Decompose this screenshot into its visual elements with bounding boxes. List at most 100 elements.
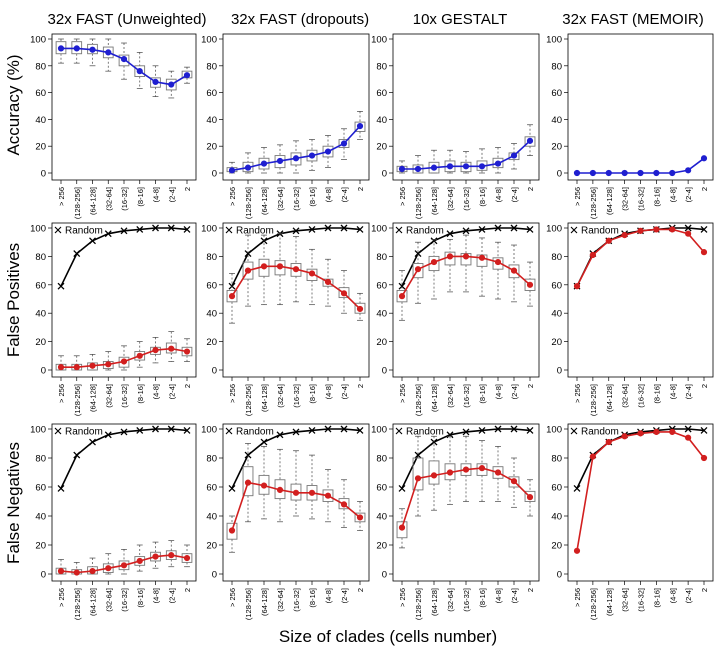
x-tick-label: (2-4] [684, 384, 693, 399]
y-tick-label: 80 [35, 61, 46, 72]
box [118, 54, 130, 67]
series-point [168, 552, 175, 559]
y-tick-label: 20 [551, 337, 562, 348]
x-tick-label: (16-32] [637, 384, 646, 408]
y-tick-label: 20 [35, 142, 46, 153]
x-tick-label: (128-256] [244, 588, 253, 620]
x-tick-label: 2 [356, 588, 365, 592]
x-tick-label: (8-16] [136, 187, 145, 207]
series-point [637, 169, 644, 177]
random-marker [104, 431, 112, 439]
y-tick-label: 0 [557, 169, 562, 180]
x-axis-title: Size of clades (cells number) [279, 627, 497, 646]
box [524, 278, 536, 291]
random-marker [104, 230, 112, 238]
y-tick-label: 80 [35, 454, 46, 465]
x-tick-label: (32-64] [446, 384, 455, 408]
random-marker [244, 250, 252, 258]
random-line [576, 227, 705, 287]
series-point [152, 78, 159, 85]
series-point [589, 251, 596, 259]
series-point [183, 554, 191, 562]
random-marker [183, 225, 191, 233]
series-point [669, 428, 676, 436]
series-point [398, 165, 406, 173]
x-tick-label: (4-8] [324, 187, 333, 202]
series-line [231, 125, 361, 172]
y-tick-label: 80 [551, 252, 562, 263]
series-point [621, 169, 628, 177]
x-tick-label: (2-4] [340, 187, 349, 202]
series-point [462, 253, 470, 260]
series-point [356, 122, 364, 130]
x-tick-label: (32-64] [446, 187, 455, 211]
panel-false-positives-unweighted: 0 20 40 60 80 100 > 256 (128-256] (64-128] (32-64… [30, 222, 197, 416]
series-point [340, 501, 348, 508]
random-marker [510, 425, 518, 433]
random-marker [120, 428, 128, 436]
x-tick-label: (128-256] [73, 384, 82, 416]
series-point [183, 348, 191, 355]
series-point [324, 148, 332, 155]
series-point [260, 482, 268, 489]
y-tick-label: 40 [551, 309, 562, 320]
legend-random-label: Random [581, 226, 619, 237]
y-tick-label: 20 [206, 541, 217, 552]
random-marker [446, 230, 454, 238]
column-title-2: 32x FAST (dropouts) [231, 11, 369, 28]
series-point [324, 278, 332, 286]
random-marker [398, 484, 406, 492]
y-tick-label: 0 [212, 169, 217, 180]
panel-frame [567, 33, 714, 181]
x-tick-label: 2 [356, 384, 365, 388]
random-line [60, 227, 188, 287]
series-point [356, 305, 364, 313]
series-point [168, 81, 175, 88]
box [338, 287, 350, 299]
x-tick-label: (2-4] [684, 588, 693, 603]
x-tick-label: (64-128] [89, 588, 98, 616]
x-tick-label: (2-4] [510, 187, 519, 202]
x-tick-label: (64-128] [260, 588, 269, 616]
series-point [446, 253, 454, 260]
random-marker [684, 224, 692, 232]
legend-random-symbol [225, 226, 233, 234]
x-tick-label: (16-32] [462, 588, 471, 612]
box [322, 145, 334, 158]
series-point [152, 347, 159, 354]
random-marker [57, 282, 65, 290]
series-point [324, 492, 332, 499]
x-tick-label: (16-32] [462, 384, 471, 408]
box [524, 490, 536, 502]
box [165, 342, 177, 354]
y-tick-label: 20 [376, 142, 387, 153]
x-tick-label: (64-128] [430, 588, 439, 616]
y-tick-label: 0 [382, 169, 387, 180]
x-tick-label: (8-16] [652, 187, 661, 207]
y-tick-label: 40 [206, 115, 217, 126]
series-point [685, 434, 692, 441]
row-label-false-positives: False Positives [4, 243, 23, 357]
series-point [605, 438, 612, 446]
panel-false-positives-dropouts: 0 20 40 60 80 100 > 256 (128-256] (64-128] (32-64… [201, 222, 370, 416]
column-title-1: 32x FAST (Unweighted) [48, 11, 207, 28]
x-tick-label: > 256 [398, 384, 407, 403]
x-tick-label: (2-4] [510, 588, 519, 603]
x-tick-label: (8-16] [136, 384, 145, 404]
series-point [292, 489, 300, 496]
y-tick-label: 100 [30, 425, 46, 436]
x-tick-label: (64-128] [89, 187, 98, 215]
random-marker [89, 438, 96, 446]
y-tick-label: 100 [201, 35, 217, 46]
box [524, 136, 536, 147]
y-tick-label: 60 [35, 483, 46, 494]
box [134, 65, 146, 77]
x-tick-label: 2 [183, 384, 192, 388]
random-marker [152, 224, 159, 232]
panel-accuracy-gestalt: 0 20 40 60 80 100 > 256 (128-256] (64-128] (32-64… [371, 33, 540, 219]
series-point [89, 567, 96, 575]
box [181, 346, 193, 357]
x-tick-label: 2 [526, 384, 535, 388]
series-point [637, 430, 644, 437]
y-tick-label: 20 [35, 541, 46, 552]
